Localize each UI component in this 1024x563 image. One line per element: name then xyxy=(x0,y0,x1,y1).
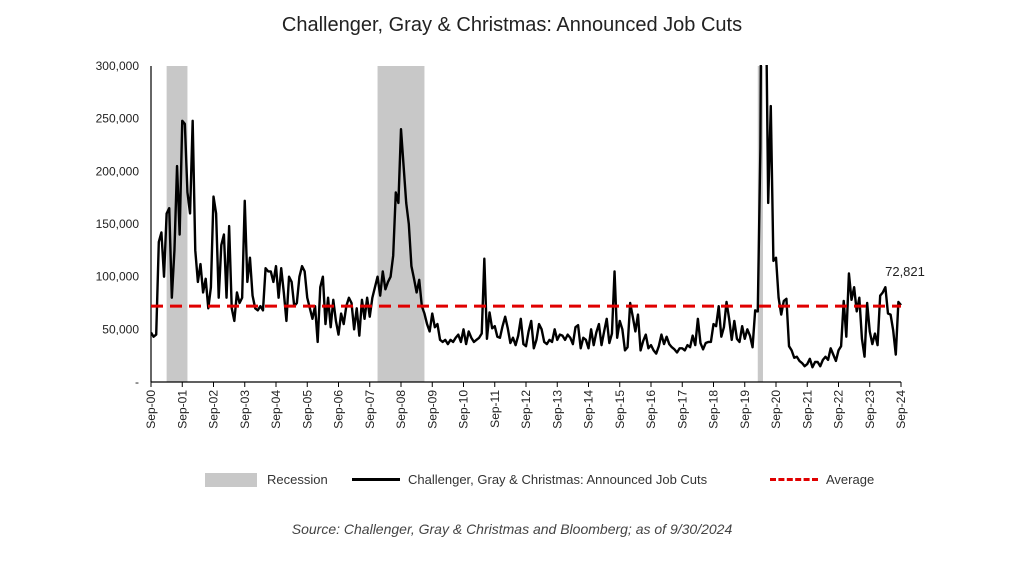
chart-title: Challenger, Gray & Christmas: Announced … xyxy=(281,14,743,36)
legend-swatch-average xyxy=(770,478,818,481)
x-tick-label: Sep-14 xyxy=(582,390,596,429)
y-tick-label: 150,000 xyxy=(96,217,140,231)
x-tick-label: Sep-12 xyxy=(519,390,533,429)
legend-label-recession: Recession xyxy=(267,472,328,487)
x-tick-label: Sep-07 xyxy=(363,390,377,429)
x-tick-label: Sep-15 xyxy=(613,390,627,429)
x-tick-label: Sep-02 xyxy=(207,390,221,429)
x-tick-label: Sep-11 xyxy=(488,390,502,428)
x-tick-label: Sep-05 xyxy=(300,390,314,429)
legend-item-job-cuts: Challenger, Gray & Christmas: Announced … xyxy=(352,472,707,487)
x-tick-label: Sep-00 xyxy=(144,390,158,429)
recession-band-3 xyxy=(757,66,763,382)
x-tick-label: Sep-19 xyxy=(738,390,752,429)
y-tick-label: 300,000 xyxy=(96,59,140,73)
legend-swatch-job-cuts xyxy=(352,478,400,481)
x-tick-label: Sep-24 xyxy=(894,390,908,429)
x-tick-label: Sep-01 xyxy=(175,390,189,429)
y-tick-label: 100,000 xyxy=(96,270,140,284)
y-tick-label: 250,000 xyxy=(96,112,140,126)
x-tick-label: Sep-06 xyxy=(332,390,346,429)
x-tick-label: Sep-18 xyxy=(707,390,721,429)
source-note: Source: Challenger, Gray & Christmas and… xyxy=(291,521,733,537)
x-tick-label: Sep-16 xyxy=(644,390,658,429)
legend-label-job-cuts: Challenger, Gray & Christmas: Announced … xyxy=(408,472,708,487)
recession-band-2 xyxy=(377,66,425,382)
legend-swatch-recession xyxy=(205,472,257,487)
x-tick-label: Sep-10 xyxy=(457,390,471,429)
legend-label-average: Average xyxy=(826,472,875,487)
y-tick-label: 50,000 xyxy=(102,322,139,336)
chart-legend: Recession Challenger, Gray & Christmas: … xyxy=(0,472,1024,492)
x-tick-label: Sep-20 xyxy=(769,390,783,429)
x-tick-label: Sep-09 xyxy=(425,390,439,429)
legend-item-average: Average xyxy=(770,472,874,487)
job-cuts-series-line xyxy=(151,65,902,369)
x-tick-label: Sep-13 xyxy=(550,390,564,429)
x-tick-label: Sep-17 xyxy=(675,390,689,429)
last-value-label: 72,821 xyxy=(885,264,925,279)
x-tick-label: Sep-08 xyxy=(394,390,408,429)
y-tick-label: - xyxy=(135,375,139,389)
x-tick-label: Sep-03 xyxy=(238,390,252,429)
legend-item-recession: Recession xyxy=(205,472,328,487)
y-tick-label: 200,000 xyxy=(96,164,140,178)
x-tick-label: Sep-22 xyxy=(832,390,846,429)
x-tick-label: Sep-23 xyxy=(863,390,877,429)
x-tick-label: Sep-04 xyxy=(269,390,283,429)
x-tick-label: Sep-21 xyxy=(800,390,814,429)
